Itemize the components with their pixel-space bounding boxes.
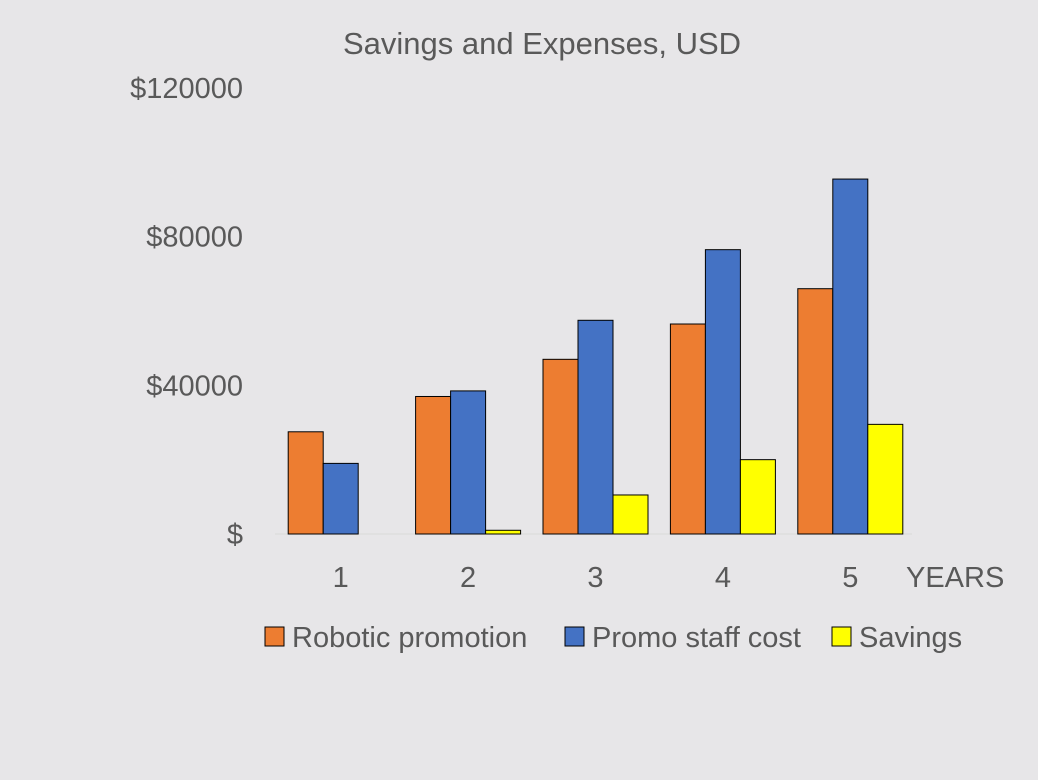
y-tick-label: $: [227, 519, 243, 551]
x-tick-label: 3: [587, 562, 603, 594]
bar-savings-3: [612, 494, 649, 535]
bar-promo-staff-cost-5: [832, 178, 869, 535]
legend-swatch-promo-staff-cost: [564, 626, 585, 647]
x-axis-ticks: 1 2 3 4 5: [333, 562, 859, 594]
x-axis-label: YEARS: [906, 562, 1004, 594]
x-tick-label: 1: [333, 562, 349, 594]
legend-swatch-robotic-promotion: [264, 626, 285, 647]
bars: [287, 178, 904, 535]
bar-promo-staff-cost-3: [577, 319, 614, 535]
bar-robotic-promotion-5: [797, 288, 834, 535]
bar-robotic-promotion-4: [669, 323, 706, 535]
chart-title: Savings and Expenses, USD: [343, 26, 741, 61]
bar-promo-staff-cost-1: [322, 462, 359, 535]
y-tick-label: $80000: [146, 222, 243, 254]
bar-robotic-promotion-3: [542, 358, 579, 535]
bar-savings-5: [867, 423, 904, 535]
legend: Robotic promotion Promo staff cost Savings: [264, 622, 962, 654]
legend-label: Savings: [859, 622, 962, 654]
x-tick-label: 2: [460, 562, 476, 594]
bar-savings-4: [739, 459, 776, 535]
legend-swatch-savings: [831, 626, 852, 647]
x-tick-label: 5: [842, 562, 858, 594]
y-axis-ticks: $ $40000 $80000 $120000: [130, 73, 243, 551]
bar-savings-2: [485, 529, 522, 535]
bar-robotic-promotion-1: [287, 431, 324, 535]
y-tick-label: $120000: [130, 73, 243, 105]
bar-promo-staff-cost-4: [704, 249, 741, 535]
y-tick-label: $40000: [146, 370, 243, 402]
x-tick-label: 4: [715, 562, 731, 594]
bar-promo-staff-cost-2: [450, 390, 487, 535]
legend-label: Robotic promotion: [292, 622, 527, 654]
bar-robotic-promotion-2: [415, 395, 452, 535]
legend-label: Promo staff cost: [592, 622, 801, 654]
